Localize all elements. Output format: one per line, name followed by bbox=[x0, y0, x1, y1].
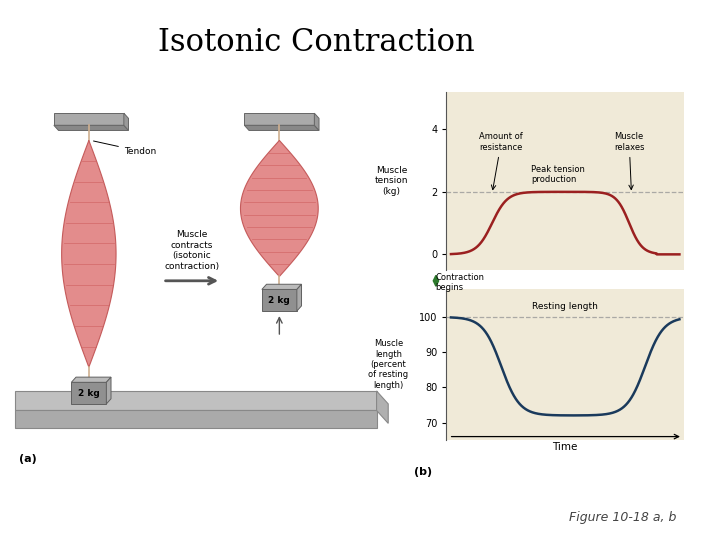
Polygon shape bbox=[62, 140, 116, 367]
Text: Contraction
begins: Contraction begins bbox=[436, 273, 485, 292]
Polygon shape bbox=[244, 125, 319, 131]
Polygon shape bbox=[107, 377, 111, 404]
Polygon shape bbox=[240, 140, 318, 276]
Text: Peak tension
production: Peak tension production bbox=[531, 165, 585, 184]
Text: Muscle
contracts
(isotonic
contraction): Muscle contracts (isotonic contraction) bbox=[164, 231, 220, 271]
Text: Muscle
length
(percent
of resting
length): Muscle length (percent of resting length… bbox=[368, 339, 408, 390]
Text: 2 kg: 2 kg bbox=[269, 296, 290, 305]
Text: Amount of
resistance: Amount of resistance bbox=[480, 132, 523, 190]
Text: Isotonic Contraction: Isotonic Contraction bbox=[158, 27, 475, 58]
Polygon shape bbox=[54, 113, 124, 125]
Polygon shape bbox=[377, 391, 388, 423]
Polygon shape bbox=[71, 382, 107, 404]
Text: Muscle
tension
(kg): Muscle tension (kg) bbox=[375, 166, 408, 196]
Polygon shape bbox=[124, 113, 128, 131]
Polygon shape bbox=[297, 284, 302, 311]
Text: (b): (b) bbox=[414, 467, 432, 477]
Text: Figure 10-18 a, b: Figure 10-18 a, b bbox=[570, 511, 677, 524]
Text: 2 kg: 2 kg bbox=[78, 389, 100, 397]
Polygon shape bbox=[71, 377, 111, 382]
Text: Tendon: Tendon bbox=[94, 141, 156, 156]
Text: Time: Time bbox=[552, 442, 578, 452]
Polygon shape bbox=[54, 125, 128, 131]
Polygon shape bbox=[15, 391, 377, 410]
Polygon shape bbox=[262, 289, 297, 311]
Text: (a): (a) bbox=[19, 454, 37, 464]
Text: Muscle
relaxes: Muscle relaxes bbox=[614, 132, 644, 190]
Text: Resting length: Resting length bbox=[532, 302, 598, 310]
Polygon shape bbox=[15, 410, 377, 428]
Polygon shape bbox=[262, 284, 302, 289]
Polygon shape bbox=[244, 113, 315, 125]
Polygon shape bbox=[315, 113, 319, 131]
